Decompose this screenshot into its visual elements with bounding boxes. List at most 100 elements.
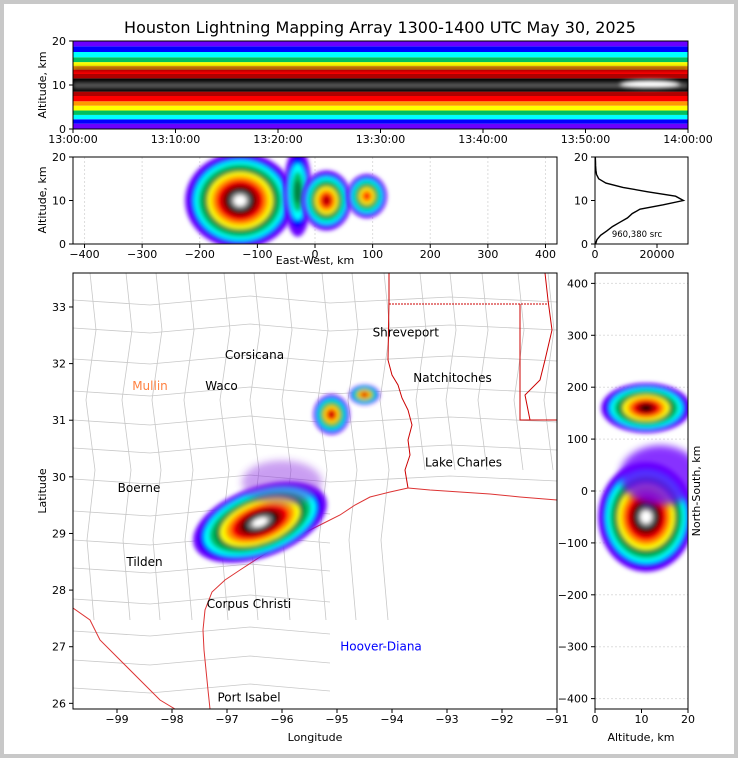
north-south-main-cell-level-11 [640,510,652,524]
map-xtick-label: −96 [270,713,293,726]
north-south-haze [620,445,688,506]
louisiana-coast [407,487,557,501]
map-ytick-label: 31 [52,414,66,427]
mississippi-border [519,304,557,421]
north-south-ytick-label: −100 [558,537,588,550]
county-line-v [121,273,133,621]
texas-louisiana-border [387,273,413,489]
east-west-xtick-label: −400 [69,248,99,261]
county-line-h [73,626,331,637]
map-main-storm-level-11 [252,517,268,527]
north-south-cell-north [601,382,688,433]
altitude-time-xtick-label: 14:00:00 [663,133,712,146]
source-count-annotation: 960,380 src [612,230,663,240]
city-label: Tilden [125,555,162,569]
north-south-ytick-label: −400 [558,693,588,706]
city-label: Shreveport [373,325,440,339]
north-south-panel: Altitude, km North-South, km −400 −300 −20… [558,272,703,744]
map-xtick-label: −94 [380,713,403,726]
rio-grande [73,607,176,709]
east-west-density [73,157,557,244]
texas-coast [202,487,409,709]
north-south-xtick-label: 20 [681,713,695,726]
north-south-ytick-label: 300 [567,329,588,342]
city-label: Lake Charles [425,456,502,470]
county-line-v [347,273,359,621]
east-west-cell-3 [346,174,387,219]
map-yticks: 26 27 28 29 30 31 32 33 [52,301,73,710]
north-south-density [595,273,688,709]
east-west-ytick-label: 20 [52,151,66,164]
altitude-band-4 [73,105,688,111]
east-west-xlabel: East-West, km [276,254,354,267]
county-line-v [513,273,525,471]
north-south-yticks: −400 −300 −200 −100 0 100 200 300 400 [558,277,595,706]
altitude-time-xticks: 13:00:00 13:10:00 13:20:00 13:30:00 13:40:00… [48,129,713,146]
altitude-time-xtick-label: 13:00:00 [48,133,97,146]
map-lightning-density [193,384,380,563]
altitude-band-14 [73,52,688,58]
east-west-xticks: −400 −300 −200 −100 0 100 200 300 400 [69,244,556,261]
map-cell-north-level-8 [328,411,335,418]
east-west-xtick-label: 200 [420,248,441,261]
state-borders [387,273,557,489]
altitude-band-7 [73,91,688,96]
map-panel: Shreveport Corsicana Mullin Waco Natchitoche… [36,272,569,744]
altitude-band-13 [73,57,688,63]
histogram-curve [594,156,686,245]
map-ytick-label: 29 [52,527,66,540]
north-south-cell-north-level-9 [640,404,653,412]
north-south-ytick-label: −200 [558,589,588,602]
altitude-time-ytick-label: 0 [59,123,66,136]
east-west-main-cell-level-11 [233,195,247,206]
histogram-xtick-label: 20000 [640,248,675,261]
map-ytick-label: 33 [52,301,66,314]
altitude-upper-streak [73,67,688,71]
east-west-xtick-label: 0 [312,248,319,261]
map-ytick-label: 32 [52,358,66,371]
map-cell-northeast [349,384,380,405]
histogram-xticks: 0 20000 [592,244,675,261]
east-west-xtick-label: −300 [127,248,157,261]
histogram-xtick-label: 0 [592,248,599,261]
mississippi-river [524,273,553,421]
lma-figure: Houston Lightning Mapping Array 1300-140… [36,18,713,744]
city-label: Corpus Christi [207,597,292,611]
histogram-panel: 960,380 src 0 10 20 0 20000 [574,151,689,261]
histogram-ytick-label: 0 [581,238,588,251]
county-line-v [151,273,163,621]
altitude-core-white [620,80,680,89]
map-xtick-label: −93 [435,713,458,726]
county-line-v [281,273,293,621]
north-south-xtick-label: 10 [635,713,649,726]
histogram-axes [594,156,689,245]
altitude-band-10 [73,69,688,74]
city-label: Boerne [118,481,161,495]
east-west-ylabel: Altitude, km [36,166,49,233]
east-west-ytick-label: 10 [52,195,66,208]
county-line-v [415,273,427,471]
county-line-v [477,273,489,471]
altitude-band-16 [73,41,688,47]
city-label: Corsicana [225,348,284,362]
altitude-band-2 [73,114,688,120]
histogram-ytick-label: 20 [574,151,588,164]
map-xtick-label: −99 [105,713,128,726]
histogram-ytick-label: 10 [574,195,588,208]
north-south-xticks: 0 10 20 [592,709,695,726]
altitude-band-15 [73,46,688,52]
altitude-time-ytick-label: 20 [52,35,66,48]
north-south-ylabel: North-South, km [690,446,703,537]
altitude-band-12 [73,62,688,67]
county-line-h [73,323,557,334]
north-south-xlabel: Altitude, km [607,731,674,744]
city-label: Mullin [132,379,168,393]
north-south-ytick-label: 400 [567,277,588,290]
county-line-v [445,273,457,471]
altitude-time-xtick-label: 13:50:00 [561,133,610,146]
east-west-anvil [283,157,312,237]
county-line-h [73,655,331,666]
altitude-time-xtick-label: 13:40:00 [458,133,507,146]
east-west-xtick-label: −200 [185,248,215,261]
